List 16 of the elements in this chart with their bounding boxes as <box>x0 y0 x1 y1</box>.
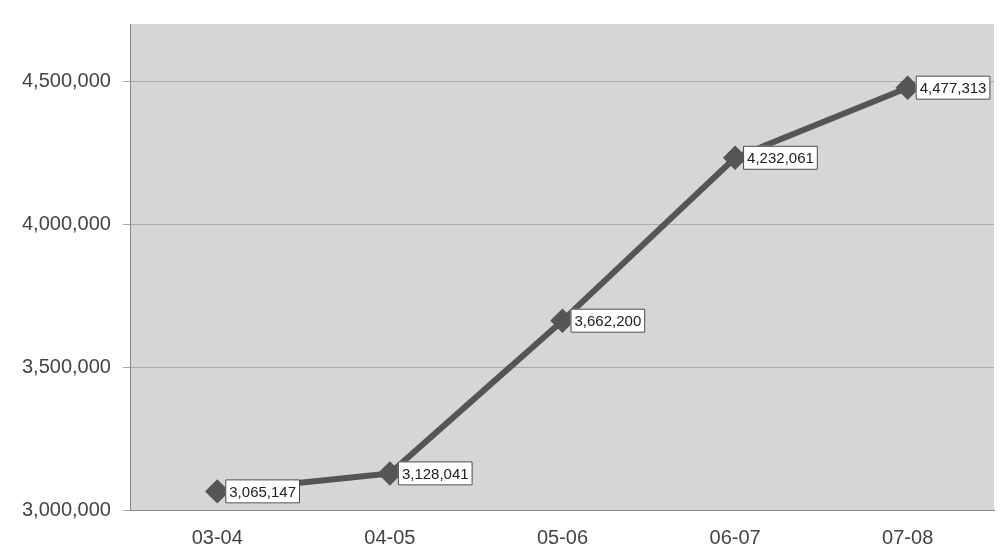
data-label: 4,477,313 <box>919 78 987 96</box>
data-label: 3,662,200 <box>574 311 642 329</box>
y-tick-label: 4,000,000 <box>21 211 111 234</box>
point <box>378 462 401 485</box>
y-tick-label: 3,500,000 <box>21 354 111 377</box>
data-label: 3,128,041 <box>401 464 469 482</box>
y-tick-label: 3,000,000 <box>21 497 111 520</box>
x-tick-label: 03-04 <box>191 525 243 548</box>
x-tick-label: 07-08 <box>882 525 934 548</box>
data-label: 4,232,061 <box>747 148 814 166</box>
x-tick-label: 04-05 <box>364 525 416 548</box>
x-tick-label: 05-06 <box>536 525 589 548</box>
point <box>896 76 919 99</box>
y-tick-label: 4,500,000 <box>21 68 111 91</box>
x-tick-label: 06-07 <box>709 525 761 548</box>
data-label: 3,065,147 <box>229 482 297 500</box>
